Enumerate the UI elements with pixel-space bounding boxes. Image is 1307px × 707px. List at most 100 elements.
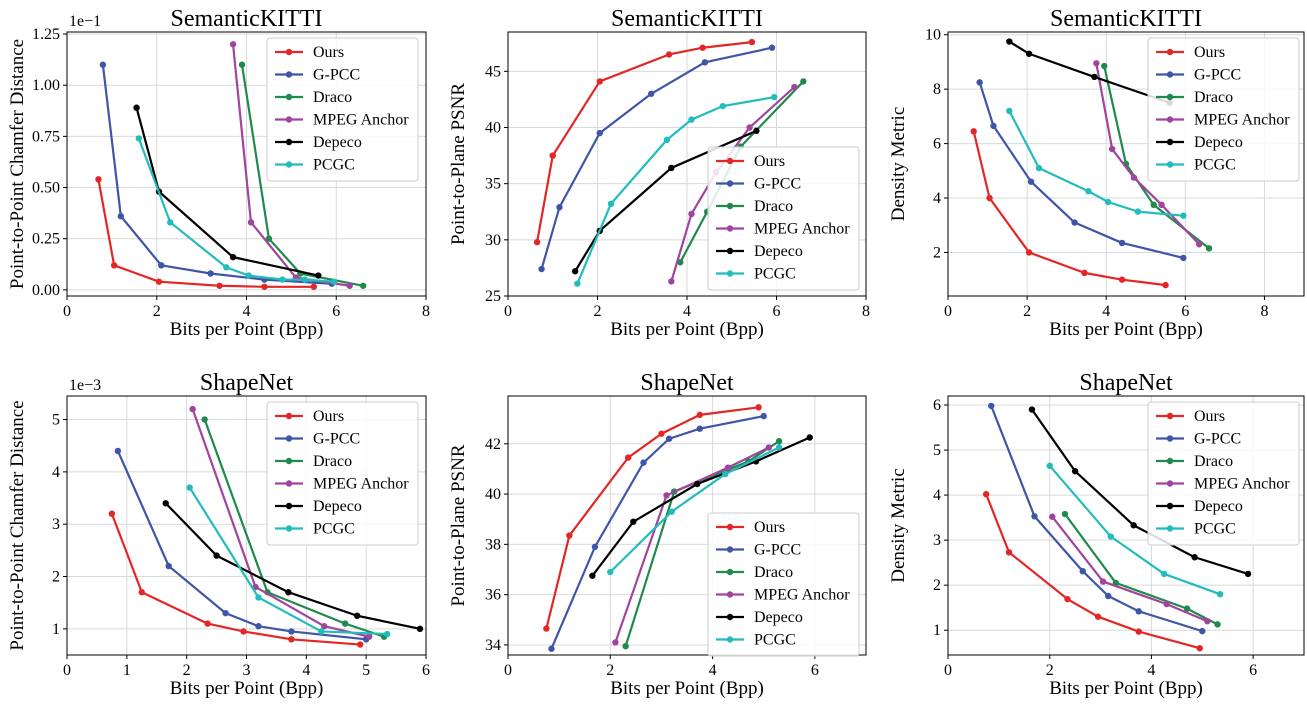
legend-marker <box>285 116 293 123</box>
data-point <box>640 459 647 466</box>
legend-box <box>1147 37 1300 182</box>
legend-marker <box>1166 502 1174 510</box>
data-point <box>255 594 262 601</box>
data-point <box>285 589 292 596</box>
data-point <box>245 272 252 279</box>
legend: Ours G-PCC Draco MPEG Anchor Depeco PCGC <box>1147 401 1300 546</box>
subplot-3: 0 2 4 6 8 2 4 6 8 10 SemanticKITTI Bits per Point (… <box>888 6 1305 340</box>
series-line-ours <box>97 179 314 288</box>
data-point <box>353 612 361 619</box>
legend-marker <box>1166 457 1174 465</box>
legend-box <box>707 146 860 291</box>
legend-label: PCGC <box>754 266 796 283</box>
data-point <box>108 510 116 517</box>
series-line-draco <box>624 440 780 647</box>
data-point <box>167 219 174 226</box>
data-point <box>696 411 703 419</box>
y-axis-label: Density Metric <box>888 468 909 583</box>
data-point <box>342 620 349 627</box>
data-point <box>201 416 208 423</box>
series-line-ours <box>110 513 361 646</box>
x-tick-label: 1 <box>123 662 131 679</box>
x-axis-label: Bits per Point (Bpp) <box>170 319 324 340</box>
series-line-pcgc <box>188 486 388 636</box>
data-point <box>1180 212 1187 219</box>
data-point <box>1196 645 1203 652</box>
legend-marker <box>1166 138 1174 146</box>
x-axis-label: Bits per Point (Bpp) <box>1049 678 1203 699</box>
series-line-depeco <box>1008 40 1170 104</box>
data-point <box>1205 245 1213 252</box>
data-point <box>556 204 563 211</box>
x-tick-label: 0 <box>63 303 71 320</box>
data-point <box>1130 174 1138 181</box>
data-point <box>1162 281 1169 289</box>
legend-label: G-PCC <box>754 176 801 193</box>
x-tick-label: 2 <box>153 303 161 320</box>
legend-label: PCGC <box>313 521 355 538</box>
data-point <box>760 412 767 420</box>
legend-marker <box>285 71 293 78</box>
series-line-depeco <box>135 107 319 277</box>
legend-marker <box>726 636 734 643</box>
data-point <box>791 83 798 91</box>
legend-marker <box>726 157 734 165</box>
legend-marker <box>285 502 293 510</box>
data-point <box>261 283 268 290</box>
data-point <box>1107 533 1114 540</box>
y-tick-label: 1 <box>933 622 941 639</box>
legend: Ours G-PCC Draco MPEG Anchor Depeco PCGC <box>1147 37 1300 182</box>
data-point <box>970 128 977 135</box>
series-line-draco <box>1064 513 1219 626</box>
series-group <box>982 402 1252 652</box>
legend-label: MPEG Anchor <box>754 587 850 604</box>
series-line-pcgc <box>1008 110 1184 217</box>
y-tick-label: 3 <box>933 532 941 549</box>
legend-marker <box>285 412 293 420</box>
series-group <box>543 404 813 652</box>
y-axis-label: Point-to-Point Chamfer Distance <box>7 39 28 289</box>
data-point <box>1064 595 1071 603</box>
data-point <box>589 572 596 579</box>
y-tick-label: 0.25 <box>32 231 60 248</box>
data-point <box>976 79 983 86</box>
data-point <box>238 61 246 68</box>
x-tick-label: 2 <box>594 303 602 320</box>
series-line-g-pcc <box>540 46 773 270</box>
legend-label: Ours <box>313 408 344 425</box>
data-point <box>1183 605 1191 612</box>
data-point <box>1061 510 1069 518</box>
y-tick-label: 40 <box>485 119 501 136</box>
legend-label: PCGC <box>1194 157 1236 174</box>
y-tick-label: 36 <box>485 587 501 604</box>
data-point <box>288 628 295 635</box>
legend-label: G-PCC <box>313 67 360 84</box>
data-point <box>668 508 675 515</box>
y-tick-label: 30 <box>485 232 501 249</box>
data-point <box>99 61 107 68</box>
data-point <box>775 444 783 451</box>
data-point <box>310 283 318 290</box>
legend-marker <box>726 568 734 576</box>
y-tick-label: 2 <box>52 569 60 586</box>
legend-label: Depeco <box>754 243 803 260</box>
data-point <box>1135 608 1142 615</box>
axes-frame <box>947 31 1305 297</box>
data-point <box>1101 62 1108 70</box>
data-point <box>229 253 237 261</box>
y-tick-label: 6 <box>933 136 941 153</box>
subplot-1: 0 2 4 6 8 0.00 0.25 0.50 0.75 1.00 1.25 SemanticKIT… <box>7 6 430 340</box>
data-point <box>548 645 555 652</box>
y-tick-label: 45 <box>485 63 501 80</box>
data-point <box>165 562 172 570</box>
x-tick-label: 6 <box>1181 303 1189 320</box>
series-line-mpeg-anchor <box>1051 516 1208 623</box>
y-tick-label: 4 <box>933 190 941 207</box>
data-point <box>117 212 125 220</box>
data-point <box>95 176 102 183</box>
data-point <box>133 104 140 111</box>
y-tick-label: 42 <box>485 436 501 453</box>
data-point <box>982 490 990 498</box>
data-point <box>383 630 391 638</box>
x-tick-label: 5 <box>362 662 370 679</box>
